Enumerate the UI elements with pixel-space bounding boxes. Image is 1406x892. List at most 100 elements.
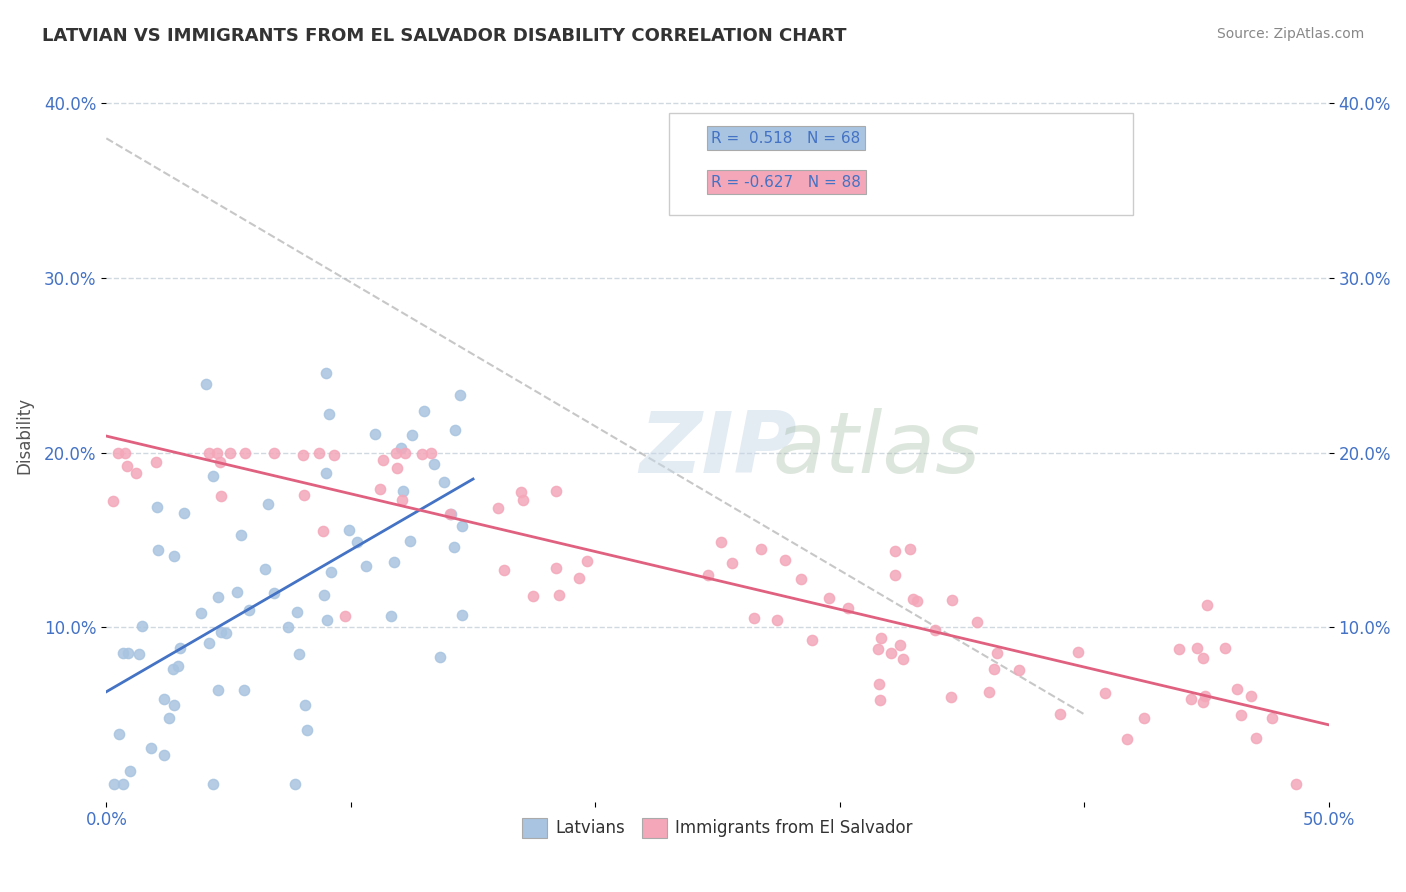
Point [112, 646, 135, 660]
Point [1185, 641, 1208, 656]
Point [1167, 642, 1189, 657]
Point [401, 428, 423, 442]
Point [152, 692, 174, 706]
Point [229, 528, 252, 542]
Point [1230, 707, 1253, 722]
Point [433, 475, 456, 490]
Y-axis label: Disability: Disability [15, 396, 32, 474]
Point [125, 466, 148, 480]
Point [385, 461, 408, 475]
Point [1192, 650, 1215, 665]
Point [315, 367, 337, 381]
Point [115, 458, 138, 473]
Point [512, 493, 534, 508]
Text: R =  0.518   N = 68: R = 0.518 N = 68 [711, 130, 860, 145]
Point [837, 600, 859, 615]
Text: R = -0.627   N = 88: R = -0.627 N = 88 [711, 175, 862, 190]
Point [337, 523, 360, 537]
Point [773, 552, 796, 566]
Point [394, 445, 416, 459]
Text: LATVIAN VS IMMIGRANTS FROM EL SALVADOR DISABILITY CORRELATION CHART: LATVIAN VS IMMIGRANTS FROM EL SALVADOR D… [42, 27, 846, 45]
Point [323, 448, 346, 462]
Point [1094, 685, 1116, 699]
Point [318, 407, 340, 421]
Point [1261, 711, 1284, 725]
Point [966, 615, 988, 630]
Text: ZIP: ZIP [638, 409, 796, 491]
Point [131, 618, 153, 632]
Point [284, 777, 307, 791]
Point [494, 563, 516, 577]
Point [233, 445, 256, 459]
Point [380, 609, 402, 624]
Point [568, 571, 591, 585]
Point [866, 641, 889, 656]
Point [209, 455, 232, 469]
Point [111, 777, 134, 791]
Point [522, 589, 544, 603]
Point [898, 542, 921, 557]
Point [444, 423, 467, 437]
Point [263, 585, 285, 599]
Point [173, 506, 195, 520]
Point [145, 455, 167, 469]
Point [869, 693, 891, 707]
Point [429, 649, 451, 664]
Point [868, 677, 890, 691]
Point [423, 457, 446, 471]
Point [232, 683, 254, 698]
Point [308, 445, 330, 459]
Point [117, 646, 139, 660]
Point [391, 483, 413, 498]
Point [209, 625, 232, 640]
Point [440, 507, 463, 521]
Point [443, 541, 465, 555]
Point [373, 453, 395, 467]
Point [547, 588, 569, 602]
Point [509, 484, 531, 499]
Point [202, 777, 225, 791]
Point [1285, 777, 1308, 791]
Point [924, 624, 946, 638]
Point [411, 446, 433, 460]
Point [114, 445, 136, 459]
Point [291, 448, 314, 462]
Point [354, 559, 377, 574]
Point [544, 561, 567, 575]
Point [439, 507, 461, 521]
Point [202, 469, 225, 483]
Point [370, 482, 392, 496]
Point [939, 690, 962, 705]
Point [575, 554, 598, 568]
FancyBboxPatch shape [669, 112, 1133, 215]
Point [315, 466, 337, 480]
Point [1244, 731, 1267, 746]
Point [198, 636, 221, 650]
Point [103, 777, 125, 791]
Text: Source: ZipAtlas.com: Source: ZipAtlas.com [1216, 27, 1364, 41]
Point [790, 573, 813, 587]
Point [209, 489, 232, 503]
Point [162, 662, 184, 676]
Point [285, 605, 308, 619]
Point [488, 501, 510, 516]
Point [901, 591, 924, 606]
Point [101, 493, 124, 508]
Point [817, 591, 839, 605]
Point [1008, 663, 1031, 677]
Point [162, 549, 184, 563]
Point [128, 648, 150, 662]
Point [277, 620, 299, 634]
Point [721, 556, 744, 570]
Text: atlas: atlas [772, 409, 980, 491]
Point [288, 648, 311, 662]
Point [1049, 706, 1071, 721]
Point [294, 698, 316, 713]
Point [800, 633, 823, 648]
Point [451, 608, 474, 623]
Point [163, 698, 186, 712]
Point [389, 441, 412, 455]
Point [742, 611, 765, 625]
Point [1194, 689, 1216, 703]
Point [399, 533, 422, 548]
